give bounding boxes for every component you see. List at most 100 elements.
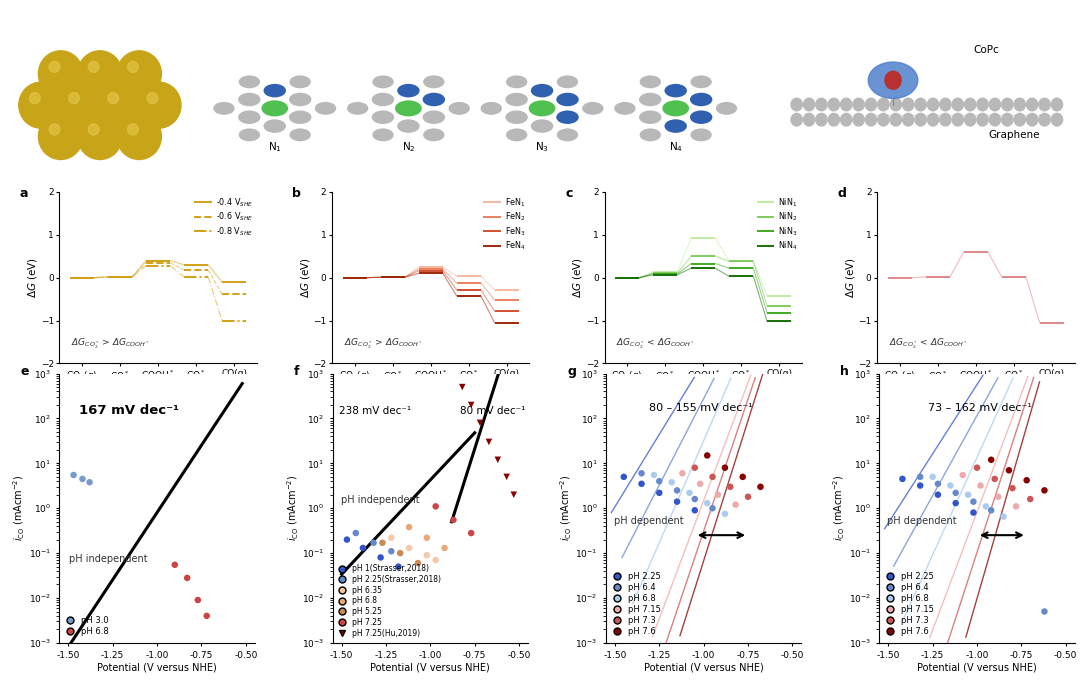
FeN$_2$ (361, 274, 374, 282)
-0.4 V$_{SHE}$ (87, 274, 100, 282)
Text: 73 – 162 mV dec⁻¹: 73 – 162 mV dec⁻¹ (928, 403, 1032, 414)
Circle shape (915, 113, 927, 126)
Y-axis label: $i_{\rm CO}$ (mAcm$^{-2}$): $i_{\rm CO}$ (mAcm$^{-2}$) (12, 475, 27, 541)
Point (616, 471, 633, 482)
Point (1036, 606, 1053, 617)
Circle shape (865, 113, 877, 126)
Circle shape (58, 82, 103, 128)
Text: N$_1$: N$_1$ (268, 140, 282, 154)
Point (947, 498, 964, 509)
Text: 238 mV dec⁻¹: 238 mV dec⁻¹ (339, 406, 410, 416)
Point (436, 542, 454, 553)
Point (178, 573, 195, 584)
Circle shape (802, 97, 815, 111)
Circle shape (927, 113, 940, 126)
Point (734, 471, 752, 482)
Point (894, 473, 912, 484)
Circle shape (639, 129, 661, 141)
Point (964, 507, 982, 518)
Circle shape (239, 129, 260, 141)
Circle shape (136, 82, 181, 128)
Point (959, 489, 976, 500)
Circle shape (877, 97, 890, 111)
Point (977, 501, 995, 512)
Circle shape (264, 120, 286, 133)
Point (721, 481, 739, 492)
Point (964, 496, 982, 507)
Circle shape (815, 97, 827, 111)
Circle shape (802, 113, 815, 126)
Text: pH independent: pH independent (340, 495, 419, 505)
Circle shape (1051, 97, 1063, 111)
Circle shape (556, 111, 579, 124)
Point (669, 496, 686, 507)
-0.6 V$_{SHE}$ (64, 274, 77, 282)
Point (382, 546, 400, 557)
Circle shape (1001, 97, 1014, 111)
Y-axis label: $\Delta G$ (eV): $\Delta G$ (eV) (299, 257, 312, 298)
Text: ΔG$_{CO_2^*}$ < ΔG$_{COOH^*}$: ΔG$_{CO_2^*}$ < ΔG$_{COOH^*}$ (889, 337, 968, 352)
Point (699, 498, 716, 509)
Circle shape (529, 100, 555, 116)
Point (498, 471, 515, 482)
Circle shape (1038, 97, 1051, 111)
Circle shape (315, 102, 336, 115)
Point (669, 485, 686, 496)
Circle shape (902, 113, 915, 126)
Point (505, 489, 523, 500)
Point (390, 561, 407, 572)
Point (929, 478, 946, 489)
Point (710, 489, 727, 500)
Text: ΔG$_{CO_2^*}$ > ΔG$_{COOH^*}$: ΔG$_{CO_2^*}$ > ΔG$_{COOH^*}$ (71, 337, 150, 352)
Circle shape (238, 92, 260, 106)
Text: e: e (21, 366, 29, 379)
NiN$_3$ (609, 274, 622, 282)
Point (986, 473, 1003, 484)
Point (471, 417, 488, 428)
Circle shape (1013, 113, 1026, 126)
Point (716, 462, 733, 473)
Circle shape (505, 92, 528, 106)
Point (674, 468, 691, 479)
Point (1000, 465, 1017, 476)
Text: pH dependent: pH dependent (613, 516, 684, 526)
Point (650, 475, 667, 486)
Point (752, 481, 769, 492)
NiN$_2$ (633, 274, 646, 282)
Circle shape (963, 113, 976, 126)
Circle shape (976, 113, 989, 126)
Text: N$_2$: N$_2$ (402, 140, 415, 154)
Text: 80 mV dec⁻¹: 80 mV dec⁻¹ (460, 406, 525, 416)
Y-axis label: $\Delta G$ (eV): $\Delta G$ (eV) (843, 257, 856, 298)
Circle shape (213, 102, 234, 115)
Point (686, 505, 703, 516)
Point (663, 477, 680, 488)
Y-axis label: $\Delta G$ (eV): $\Delta G$ (eV) (26, 257, 39, 298)
Circle shape (89, 124, 99, 135)
Y-axis label: $i_{\rm CO}$ (mAcm$^{-2}$): $i_{\rm CO}$ (mAcm$^{-2}$) (558, 475, 573, 541)
Circle shape (481, 102, 502, 115)
Text: g: g (567, 366, 576, 379)
Circle shape (289, 75, 311, 88)
Circle shape (556, 92, 579, 106)
Circle shape (397, 120, 420, 133)
NiN$_4$ (633, 274, 646, 282)
Point (646, 469, 663, 480)
Y-axis label: $\Delta G$ (eV): $\Delta G$ (eV) (571, 257, 584, 298)
NiN$_4$ (609, 274, 622, 282)
Point (462, 528, 480, 539)
Point (727, 499, 744, 510)
Circle shape (939, 97, 951, 111)
Circle shape (1026, 97, 1039, 111)
Text: Graphene: Graphene (988, 130, 1040, 140)
Ellipse shape (868, 62, 918, 99)
Circle shape (827, 113, 840, 126)
-0.6 V$_{SHE}$ (87, 274, 100, 282)
Point (983, 505, 1000, 516)
Circle shape (531, 84, 553, 97)
Point (929, 489, 946, 500)
Circle shape (639, 92, 661, 106)
NiN$_3$ (633, 274, 646, 282)
Circle shape (988, 113, 1001, 126)
Point (704, 471, 721, 482)
